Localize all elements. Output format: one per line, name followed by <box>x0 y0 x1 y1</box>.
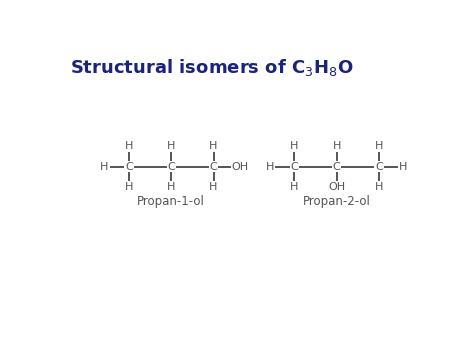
Text: H: H <box>399 162 408 171</box>
Text: H: H <box>290 141 299 151</box>
Text: C: C <box>210 162 218 171</box>
Text: H: H <box>374 141 383 151</box>
Text: H: H <box>332 141 341 151</box>
Text: H: H <box>265 162 274 171</box>
Text: OH: OH <box>231 162 248 171</box>
Text: C: C <box>375 162 383 171</box>
Text: Propan-1-ol: Propan-1-ol <box>137 195 205 208</box>
Text: H: H <box>167 182 175 192</box>
Text: Propan-2-ol: Propan-2-ol <box>303 195 371 208</box>
Text: C: C <box>333 162 340 171</box>
Text: H: H <box>100 162 109 171</box>
Text: H: H <box>125 141 133 151</box>
Text: H: H <box>374 182 383 192</box>
Text: OH: OH <box>328 182 345 192</box>
Text: C: C <box>125 162 133 171</box>
Text: C: C <box>291 162 298 171</box>
Text: H: H <box>210 141 218 151</box>
Text: H: H <box>290 182 299 192</box>
Text: C: C <box>167 162 175 171</box>
Text: H: H <box>210 182 218 192</box>
Text: H: H <box>125 182 133 192</box>
Text: H: H <box>167 141 175 151</box>
Text: Structural isomers of C$_3$H$_8$O: Structural isomers of C$_3$H$_8$O <box>70 57 354 78</box>
